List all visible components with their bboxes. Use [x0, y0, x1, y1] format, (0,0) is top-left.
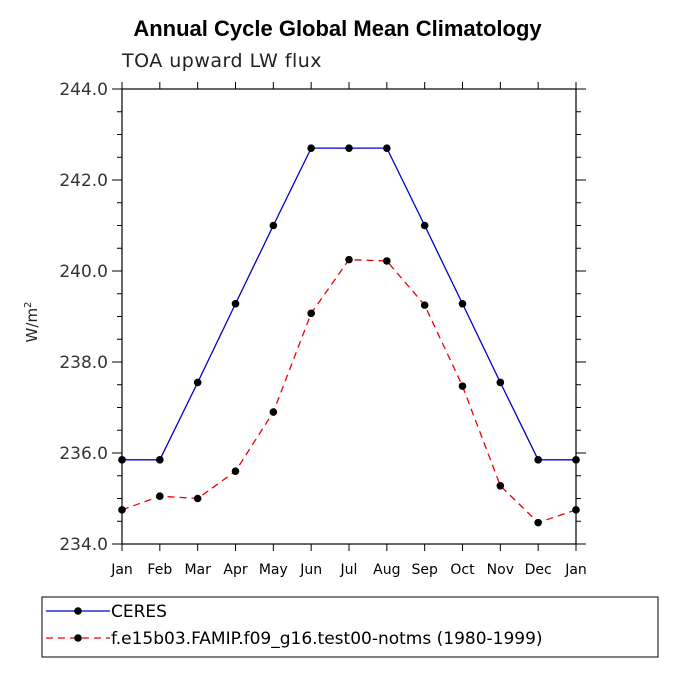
series-2-point [420, 301, 429, 309]
series-line-2 [121, 258, 577, 524]
series-1-point [231, 299, 240, 308]
legend-marker-2 [74, 634, 82, 642]
x-tick-label: Dec [525, 562, 552, 578]
legend: CERES f.e15b03.FAMIP.f09_g16.test00-notms… [46, 602, 543, 649]
series-2-point [307, 309, 315, 318]
y-tick-label: 234.0 [59, 535, 108, 555]
series-1-point [269, 221, 278, 230]
series-1-point [118, 456, 126, 464]
series-2-point [231, 467, 240, 476]
x-tick-label: Jun [299, 562, 322, 578]
x-tick-label: Sep [411, 562, 438, 578]
x-tick-label: Jul [340, 562, 358, 578]
x-tick-label: May [259, 562, 288, 578]
x-tick-label: Apr [223, 562, 247, 578]
x-tick-label: Oct [450, 562, 475, 578]
x-tick-label: Feb [147, 562, 172, 578]
legend-box [41, 596, 659, 658]
chart-title: Annual Cycle Global Mean Climatology [133, 16, 542, 41]
legend-label-1: CERES [111, 602, 167, 622]
series-1-point [420, 221, 429, 230]
axis-ticks [112, 82, 586, 551]
series-1-point [383, 144, 391, 152]
x-tick-label: Nov [487, 562, 514, 578]
x-tick-label: Mar [184, 562, 211, 578]
y-tick-label: 242.0 [59, 171, 108, 191]
x-tick-label: Jan [564, 562, 587, 578]
y-tick-label: 236.0 [59, 444, 108, 464]
plot-frame [121, 88, 577, 545]
series-1-point [496, 378, 505, 387]
x-tick-label: Jan [110, 562, 133, 578]
series-1-point [307, 144, 315, 152]
series-2-point [269, 408, 278, 416]
series-2-point [572, 506, 580, 514]
y-tick-label: 240.0 [59, 262, 108, 282]
series-1-point [345, 144, 353, 152]
series-1-point [534, 456, 542, 464]
series-2-point [345, 255, 353, 264]
y-axis-label: W/m2 [23, 302, 41, 343]
y-tick-label: 244.0 [59, 80, 108, 100]
chart-subtitle: TOA upward LW flux [122, 50, 323, 72]
x-axis-labels: Jan Feb Mar Apr May Jun Jul Aug Sep Oct Nov Dec Jan [110, 562, 587, 578]
data-series [118, 144, 580, 527]
legend-marker-1 [74, 607, 82, 615]
series-2-point [534, 518, 542, 527]
series-2-point [496, 481, 505, 490]
series-1-point [156, 456, 164, 464]
series-2-point [193, 494, 202, 503]
series-2-point [118, 506, 126, 514]
y-tick-label: 238.0 [59, 353, 108, 373]
series-1-point [572, 456, 580, 464]
series-1-point [193, 378, 202, 387]
series-2-point [458, 382, 467, 390]
series-line-1 [122, 147, 576, 461]
series-2-point [383, 257, 391, 265]
x-tick-label: Aug [373, 562, 400, 578]
legend-label-2: f.e15b03.FAMIP.f09_g16.test00-notms (198… [111, 629, 543, 649]
series-1-point [458, 299, 467, 308]
series-2-point [156, 492, 164, 501]
y-axis-labels: 234.0 236.0 238.0 240.0 242.0 244.0 [59, 80, 108, 555]
